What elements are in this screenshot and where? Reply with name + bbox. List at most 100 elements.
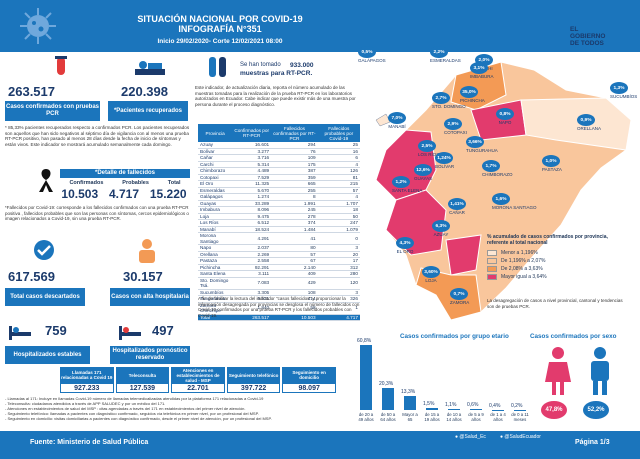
- footnotes: - Llamadas al 171: Incluye en llamadas C…: [5, 396, 345, 421]
- age-bar-value: 13,3%: [401, 388, 416, 395]
- discarded-value: 617.569: [8, 269, 55, 284]
- callcenter-header: Atenciones en establecimientos de salud …: [171, 367, 225, 383]
- province-table-cell: 5.314: [232, 161, 272, 168]
- province-table-cell: 4: [317, 193, 360, 201]
- map-province-name: SANTA ELENA: [392, 188, 423, 193]
- province-table-cell: 4.291: [232, 232, 272, 245]
- province-table-row: Santa Elena 3.111 409 280: [198, 270, 360, 278]
- recovered-label: *Pacientes recuperados: [108, 101, 188, 121]
- province-table-cell: 4.489: [232, 167, 272, 175]
- social-facebook[interactable]: ● @SaludEcuador: [500, 434, 541, 440]
- map-pct-badge: 3,1%: [470, 62, 488, 74]
- map-note: La desagregación de casos a nivel provin…: [487, 298, 623, 309]
- map-pct-badge: 2,7%: [432, 92, 450, 104]
- province-table-cell: Napo: [198, 244, 233, 252]
- province-table-cell: 1.274: [232, 193, 272, 201]
- deaths-probable-value: 4.717: [108, 187, 139, 201]
- callcenter-header: Llamadas 171 relacionadas a Covid 19: [60, 367, 114, 383]
- province-table-cell: 25: [317, 142, 360, 149]
- age-category-label: de 1 a 4 años: [490, 412, 506, 422]
- province-table-cell: 76: [271, 148, 318, 155]
- province-table-cell: 10.503: [271, 314, 318, 321]
- province-table-cell: 429: [271, 277, 318, 290]
- map-label: 4,3% EL ORO: [396, 237, 414, 254]
- footer-source: Fuente: Ministerio de Salud Pública: [30, 439, 149, 446]
- map-label: 3,60% LOJA: [422, 266, 440, 283]
- province-table-cell: 0: [317, 232, 360, 245]
- province-table-cell: Bolívar: [198, 148, 233, 155]
- province-table-header-cell: Confirmados por RT-PCR: [232, 124, 272, 142]
- hospital-bed-icon: [9, 326, 31, 340]
- hosp-reserved-value: 497: [152, 323, 174, 338]
- map-pct-badge: 7,0%: [388, 112, 406, 124]
- footnote-line: - Atenciones en establecimientos de salu…: [5, 406, 246, 411]
- province-table-cell: 1.991: [271, 200, 318, 207]
- footnote-line: - Seguimiento telefónico: llamadas a pac…: [5, 411, 259, 416]
- province-table-row: Total 263.517 10.503 4.717: [198, 314, 360, 321]
- footnote-line: - Teleconsulta: ciudadanos atendidos a t…: [5, 401, 166, 406]
- province-table-cell: Cotopaxi: [198, 174, 233, 181]
- callcenter-value: 397.722: [226, 383, 281, 393]
- province-table-cell: Los Ríos: [198, 219, 233, 227]
- woman-icon: [545, 347, 571, 395]
- province-table-row: Esmeraldas 5.670 255 57: [198, 187, 360, 194]
- province-table-cell: 4.717: [317, 314, 360, 321]
- map-province-name: ORELLANA: [577, 126, 602, 131]
- province-table-cell: 374: [271, 219, 318, 227]
- province-table-cell: 92.291: [232, 264, 272, 271]
- legend-swatch: [487, 266, 497, 272]
- discharged-value: 30.157: [123, 269, 163, 284]
- province-table-cell: 2.558: [232, 257, 272, 265]
- age-bar-value: 1,5%: [423, 401, 435, 408]
- samples-intro: Se han tomado: [240, 62, 281, 68]
- map-pct-badge: 1,24%: [435, 152, 453, 164]
- province-table-cell: 108: [271, 289, 318, 296]
- province-table-cell: 57: [271, 251, 318, 258]
- deaths-total-label: Total: [167, 180, 181, 186]
- map-pct-badge: 1,41%: [448, 198, 466, 210]
- callcenter-column: Teleconsulta 127.539: [115, 367, 170, 393]
- social-twitter[interactable]: ● @Salud_Ec: [455, 434, 486, 440]
- test-tube-icon: [55, 56, 67, 75]
- province-table-cell: Santa Elena: [198, 270, 233, 278]
- footnote-line: - Seguimiento en domicilio: visitas domi…: [5, 416, 272, 421]
- legend-row: Mayor igual a 3,64%: [487, 273, 627, 281]
- province-table-cell: 6.512: [232, 219, 272, 227]
- province-table-cell: 387: [271, 167, 318, 175]
- map-province-name: PICHINCHA: [460, 98, 485, 103]
- province-table-cell: 278: [271, 213, 318, 220]
- map-label: 6,3% AZUAY: [432, 220, 450, 237]
- province-table-cell: 58: [271, 302, 318, 315]
- men-pct: 52,2%: [583, 401, 609, 419]
- province-table-cell: Sto. Domingo Tsá.: [198, 277, 233, 290]
- map-pct-badge: 35,0%: [460, 86, 478, 98]
- callcenter-column: Llamadas 171 relacionadas a Covid 19 927.…: [60, 367, 114, 393]
- province-table-cell: 294: [271, 142, 318, 149]
- province-table-cell: Carchi: [198, 161, 233, 168]
- map-pct-badge: 2,5%: [418, 140, 436, 152]
- province-table-cell: 255: [271, 187, 318, 194]
- map-legend: % acumulado de casos confirmados por pro…: [487, 234, 627, 281]
- province-table-cell: 263.517: [232, 314, 272, 321]
- map-province-name: MANABÍ: [388, 124, 406, 129]
- map-label: 0,7% ZAMORA: [450, 288, 469, 305]
- map-pct-badge: 1,6%: [492, 193, 510, 205]
- map-label: 1,7% CHIMBORAZO: [482, 160, 513, 177]
- province-table-row: Bolívar 3.277 76 16: [198, 148, 360, 155]
- legend-swatch: [487, 258, 497, 264]
- callcenter-value: 98.097: [282, 383, 336, 393]
- province-table-cell: 80: [271, 244, 318, 252]
- map-pct-badge: 4,3%: [396, 237, 414, 249]
- twitter-handle: @Salud_Ec: [459, 434, 486, 440]
- callcenter-header: Seguimiento telefónico: [226, 367, 281, 383]
- province-table-row: Manabí 18.524 1.484 1.079: [198, 226, 360, 233]
- map-legend-title: % acumulado de casos confirmados por pro…: [487, 234, 608, 246]
- age-bar: [470, 409, 482, 410]
- province-table-cell: 3: [317, 289, 360, 296]
- hosp-reserved-label: Hospitalizados pronóstico reservado: [110, 346, 190, 364]
- province-table-header-cell: Fallecidos probables por Covid-19: [317, 124, 360, 142]
- map-pct-badge: 12,6%: [414, 164, 432, 176]
- province-table-cell: 6: [317, 154, 360, 162]
- legend-label: Menor a 1,196%: [501, 250, 538, 256]
- province-table-row: El Oro 11.325 665 215: [198, 180, 360, 188]
